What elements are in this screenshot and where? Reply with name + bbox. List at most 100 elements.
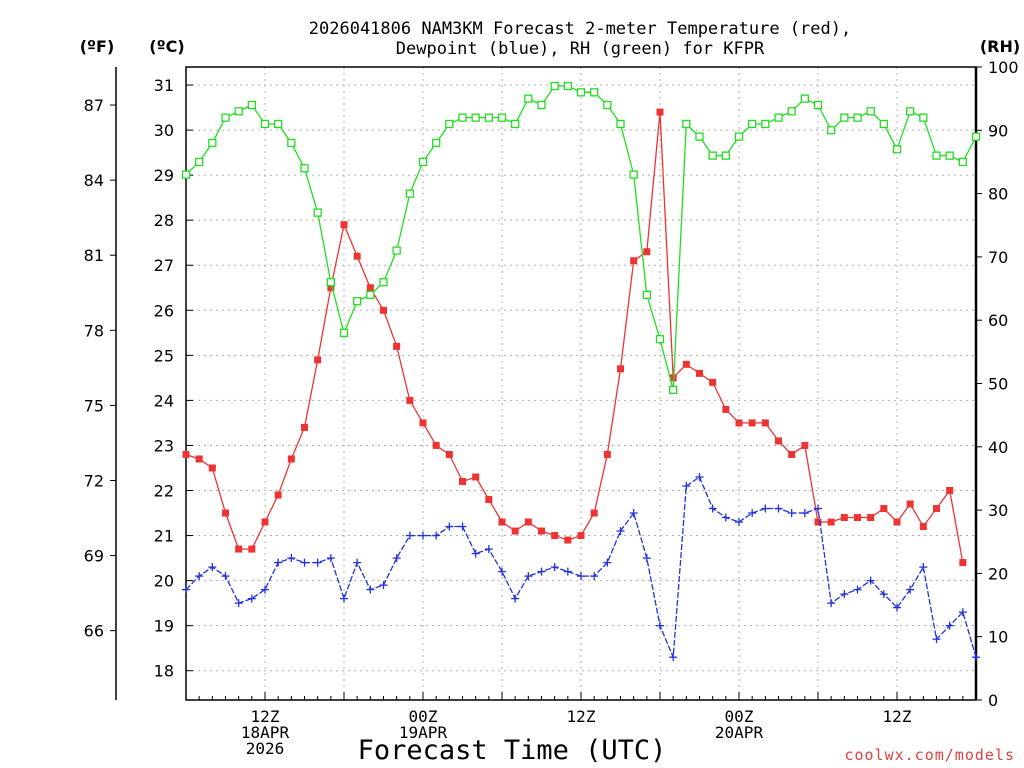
rh-point [840,113,849,122]
dewpoint-point [945,621,954,630]
rh-point [208,138,217,148]
temperature-point [788,450,796,458]
dewpoint-point [550,563,559,572]
fahrenheit-tick-label: 81 [84,246,104,265]
celsius-tick-label: 31 [154,76,174,95]
dewpoint-point [616,527,625,536]
dewpoint-point [761,504,770,513]
temperature-point [498,518,506,526]
rh-point [524,94,533,103]
dewpoint-point [958,608,967,617]
rh-point [958,157,967,167]
rh-unit-label: (RH) [980,37,1020,56]
chart-title-line-1: 2026041806 NAM3KM Forecast 2-meter Tempe… [309,19,851,39]
rh-point [734,132,744,141]
grid-lines [186,67,976,700]
rh-point [471,113,480,122]
rh-tick-label: 20 [988,564,1008,583]
axes [110,66,982,701]
dewpoint-point [353,558,362,567]
rh-point [669,385,678,394]
temperature-point [235,545,243,553]
rh-point [418,157,428,167]
x-tick-label: 12Z [251,707,280,726]
dewpoint-point [445,522,454,531]
plot-frame [185,66,977,701]
dewpoint-point [879,590,888,599]
temperature-point [682,360,690,368]
dewpoint-point [735,518,743,527]
temperature-point [827,518,835,526]
fahrenheit-tick-label: 75 [84,396,104,415]
celsius-tick-label: 23 [154,436,174,455]
rh-tick-label: 100 [988,58,1019,77]
dewpoint-point [919,563,928,572]
rh-point [642,290,651,300]
rh-point [260,119,270,129]
rh-point [879,119,888,129]
dewpoint-point [458,522,467,531]
dewpoint-point [340,594,348,603]
credit-link[interactable]: coolwx.com/models [844,746,1015,764]
celsius-tick-label: 25 [154,346,174,365]
rh-point [405,189,414,198]
rh-point [655,335,665,344]
dewpoint-point [247,594,256,603]
rh-tick-label: 60 [988,311,1008,330]
rh-point [919,113,928,122]
celsius-tick-label: 18 [154,662,174,681]
temperature-point [485,496,493,504]
celsius-tick-label: 26 [154,301,174,320]
rh-point [445,119,454,129]
rh-point [221,113,230,122]
rh-point [366,290,375,300]
temperature-point [893,518,901,526]
temperature-point [919,523,927,531]
rh-point [432,138,441,148]
rh-point [181,170,191,179]
fahrenheit-tick-label: 87 [84,96,104,115]
dewpoint-point [379,581,388,590]
rh-point [563,81,572,91]
temperature-point [261,518,269,526]
x-tick-label: 00Z [725,707,754,726]
dewpoint-point [432,531,441,540]
dewpoint-point [695,472,704,481]
temperature-point [538,527,545,535]
temperature-point [511,527,519,535]
dewpoint-point [537,567,546,576]
temperature-point [854,514,861,522]
rh-tick-label: 30 [988,501,1008,520]
temperature-point [445,450,453,458]
celsius-tick-label: 19 [154,617,174,636]
temperature-point [933,505,940,513]
x-tick-label: 20APR [715,723,764,742]
x-tick-label: 19APR [399,723,448,742]
celsius-tick-label: 21 [154,527,174,546]
dewpoint-point [484,545,493,554]
temperature-point [564,536,572,544]
dewpoint-point [182,585,190,594]
dewpoint-point [234,599,243,608]
temperature-point [524,518,532,526]
dewpoint-point [471,549,480,558]
temperature-point [617,365,624,373]
dewpoint-point [405,531,414,540]
dewpoint-point [261,585,269,594]
celsius-tick-label: 29 [154,166,174,185]
temperature-point [656,108,664,116]
dewpoint-point [274,558,283,567]
dewpoint-point [392,554,401,563]
rh-point [906,107,915,116]
celsius-tick-label: 24 [154,391,174,410]
rh-point [774,113,783,122]
temperature-point [946,487,954,495]
data-series [181,81,981,662]
fahrenheit-tick-label: 72 [84,471,104,490]
dewpoint-point [590,572,599,581]
rh-point [247,100,256,110]
rh-point [853,113,862,122]
temperature-point [603,450,611,458]
celsius-tick-label: 30 [154,121,174,140]
rh-point [603,100,612,110]
